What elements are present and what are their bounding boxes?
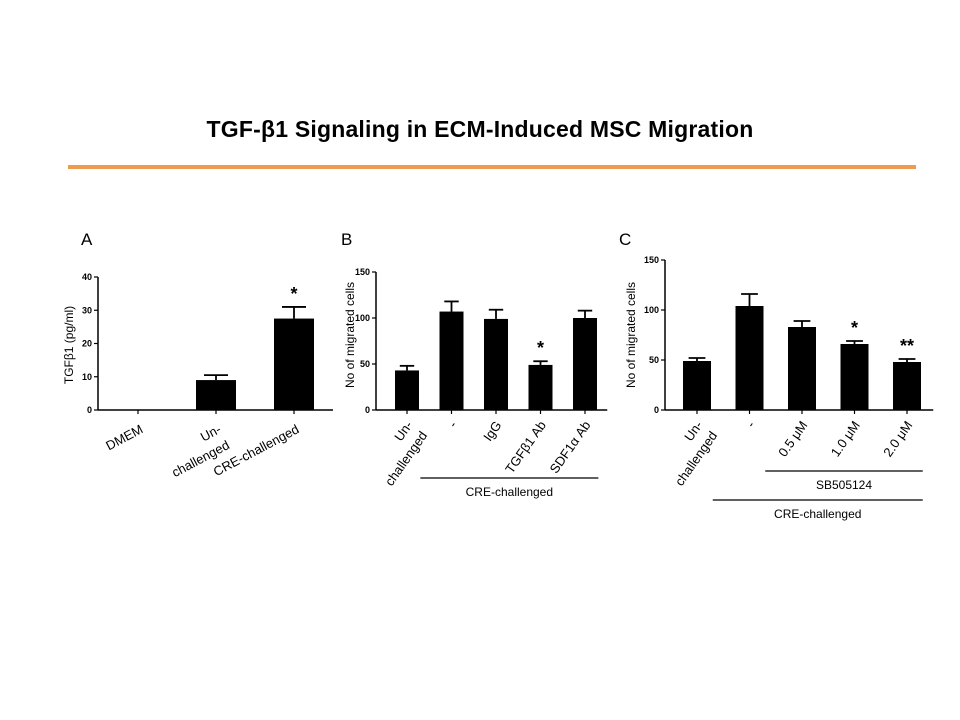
panel-b-category-label: - xyxy=(445,418,460,430)
panel-c-ytick-label: 50 xyxy=(649,355,659,365)
panel-b-category-label-line: SDF1α Ab xyxy=(547,418,594,476)
panel-c-ytick-label: 100 xyxy=(644,305,659,315)
panel-a-ytick-label: 10 xyxy=(82,372,92,382)
panel-c-category-label-line: 1.0 μM xyxy=(828,418,863,459)
panel-b-letter: B xyxy=(341,230,352,249)
panel-b-bar xyxy=(573,318,597,410)
panel-b-ytick-label: 0 xyxy=(365,405,370,415)
panel-c-category-label: Un-challenged xyxy=(657,418,720,488)
panel-a-significance: * xyxy=(290,284,297,304)
panel-b-category-label: IgG xyxy=(480,418,504,444)
panel-b-group-label: CRE-challenged xyxy=(466,485,553,499)
panel-a-ytick-label: 30 xyxy=(82,305,92,315)
panel-b-category-label-line: TGFβ1 Ab xyxy=(502,418,549,476)
panel-a-category-label: DMEM xyxy=(103,421,145,453)
panel-c-ytick-label: 150 xyxy=(644,255,659,265)
panel-c-bar xyxy=(788,327,816,410)
panel-b-bar xyxy=(395,370,419,410)
panel-c-category-label: 2.0 μM xyxy=(880,418,915,459)
panel-b-ytick-label: 150 xyxy=(355,267,370,277)
panel-c-bar xyxy=(683,361,711,410)
panel-c-group-label: CRE-challenged xyxy=(774,507,861,521)
panel-a-y-title: TGFβ1 (pg/ml) xyxy=(62,306,76,384)
panel-c-category-label: 1.0 μM xyxy=(828,418,863,459)
panel-b-category-label-line: IgG xyxy=(480,418,504,444)
panel-b-bar xyxy=(528,364,553,410)
panel-b-y-title: No of migrated cells xyxy=(343,282,357,388)
panel-c-significance: * xyxy=(851,318,858,338)
panel-c-category-label-line: - xyxy=(743,418,758,430)
panel-c-category-label: - xyxy=(743,418,758,430)
panel-c-y-title: No of migrated cells xyxy=(624,282,638,388)
panel-c-significance: ** xyxy=(900,336,914,356)
panel-c-category-label-line: 2.0 μM xyxy=(880,418,915,459)
panel-a-ytick-label: 20 xyxy=(82,339,92,349)
page-title: TGF-β1 Signaling in ECM-Induced MSC Migr… xyxy=(206,116,754,142)
panel-c-category-label: 0.5 μM xyxy=(775,418,810,459)
panel-b-bar xyxy=(439,311,464,410)
panel-a-ytick-label: 40 xyxy=(82,272,92,282)
panel-a-bar xyxy=(274,318,314,410)
panel-c-bar xyxy=(735,306,764,410)
panel-c-bar xyxy=(893,362,921,410)
panel-c-category-label-line: 0.5 μM xyxy=(775,418,810,459)
panel-b-category-label: SDF1α Ab xyxy=(547,418,594,476)
panel-b-significance: * xyxy=(537,338,544,358)
panel-b-category-label: TGFβ1 Ab xyxy=(502,418,549,476)
panel-a-category-label-line: DMEM xyxy=(103,421,145,453)
panel-b-ytick-label: 100 xyxy=(355,313,370,323)
panel-a-bar xyxy=(196,380,236,410)
panel-c-group-label: SB505124 xyxy=(816,478,872,492)
panel-b-bar xyxy=(484,318,508,410)
panel-c-ytick-label: 0 xyxy=(654,405,659,415)
panel-a-letter: A xyxy=(81,230,93,249)
panel-b-category-label-line: - xyxy=(445,418,460,430)
panel-b-ytick-label: 50 xyxy=(360,359,370,369)
title-underline xyxy=(68,165,916,169)
panel-c-letter: C xyxy=(619,230,631,249)
panel-c-bar xyxy=(840,344,869,410)
panel-a-ytick-label: 0 xyxy=(87,405,92,415)
